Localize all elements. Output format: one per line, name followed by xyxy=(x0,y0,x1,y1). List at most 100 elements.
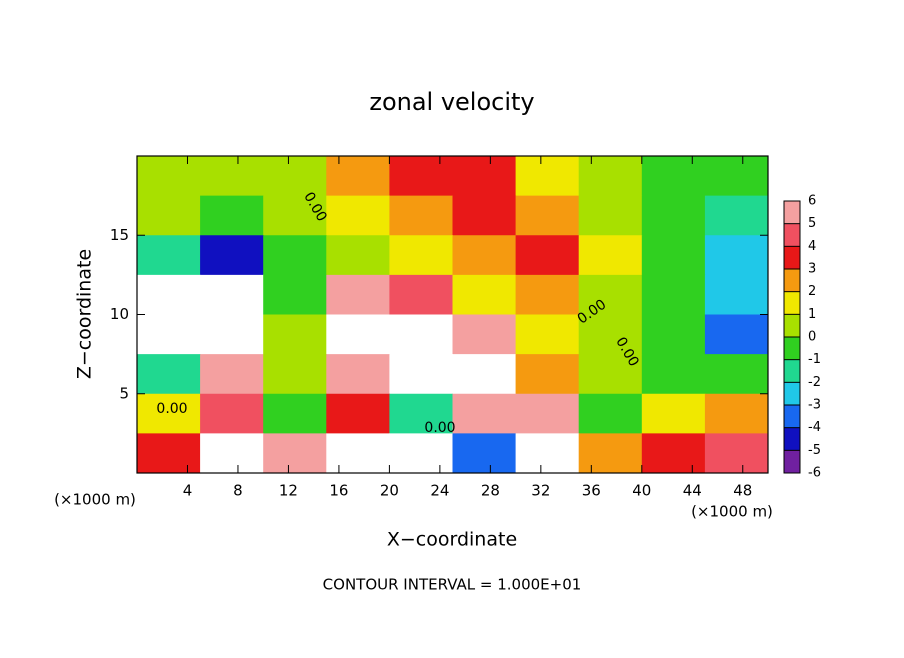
colorbar-tick-label: 1 xyxy=(808,307,816,322)
heat-cell xyxy=(200,195,264,236)
colorbar-swatch xyxy=(784,246,800,270)
heat-cell xyxy=(326,274,390,315)
heat-cell xyxy=(641,393,706,434)
heat-cell xyxy=(578,393,643,434)
contour-label: 0.00 xyxy=(156,401,187,417)
x-unit: (×1000 m) xyxy=(691,503,773,521)
heat-cell xyxy=(578,156,643,197)
heat-cell xyxy=(452,156,517,197)
colorbar-swatch xyxy=(784,427,800,451)
heat-cell xyxy=(704,235,769,276)
x-tick-label: 44 xyxy=(683,482,702,500)
heat-cell xyxy=(326,433,390,474)
heat-cell xyxy=(641,156,706,197)
heat-cell xyxy=(389,235,453,276)
heat-cell xyxy=(389,314,453,355)
heat-cell xyxy=(515,314,580,355)
colorbar-swatch xyxy=(784,314,800,338)
heat-cell xyxy=(452,354,517,395)
heat-cell xyxy=(704,393,769,434)
colorbar-swatch xyxy=(784,337,800,360)
x-tick-label: 48 xyxy=(733,482,752,500)
heat-cell xyxy=(137,235,201,276)
heat-cell xyxy=(515,195,580,236)
heat-cell xyxy=(515,354,580,395)
colorbar-tick-label: 3 xyxy=(808,262,816,277)
heat-cell xyxy=(641,433,706,474)
y-unit: (×1000 m) xyxy=(54,491,136,509)
heat-cell xyxy=(263,235,327,276)
heat-cell xyxy=(263,354,327,395)
heat-cell xyxy=(515,235,580,276)
colorbar-swatch xyxy=(784,223,800,247)
heat-cell xyxy=(515,274,580,315)
x-tick-label: 4 xyxy=(183,482,193,500)
heat-cell xyxy=(452,235,517,276)
x-tick-label: 24 xyxy=(430,482,449,500)
heat-cell xyxy=(515,393,580,434)
heat-cell xyxy=(326,195,390,236)
y-tick-label: 10 xyxy=(110,305,129,323)
heat-cell xyxy=(200,274,264,315)
heat-cell xyxy=(263,393,327,434)
heat-cell xyxy=(263,314,327,355)
heat-cell xyxy=(704,433,769,474)
colorbar-swatch xyxy=(784,405,800,428)
heat-cell xyxy=(515,156,580,197)
colorbar-swatch xyxy=(784,382,800,406)
heat-cell xyxy=(452,274,517,315)
heat-cell xyxy=(200,354,264,395)
heat-cell xyxy=(263,433,327,474)
y-tick-label: 15 xyxy=(110,226,129,244)
heat-cell xyxy=(137,354,201,395)
heat-cell xyxy=(578,314,643,355)
heat-cell xyxy=(137,314,201,355)
heat-cell xyxy=(263,274,327,315)
y-axis-label: Z−coordinate xyxy=(74,249,96,379)
heat-cell xyxy=(137,393,201,434)
colorbar-tick-label: 5 xyxy=(808,216,816,231)
x-tick-label: 36 xyxy=(582,482,601,500)
x-tick-label: 32 xyxy=(531,482,550,500)
footnote: CONTOUR INTERVAL = 1.000E+01 xyxy=(323,576,582,594)
heat-cell xyxy=(263,156,327,197)
heat-cell xyxy=(452,393,517,434)
heat-cell xyxy=(641,354,706,395)
heat-cell xyxy=(641,235,706,276)
heat-cell xyxy=(452,433,517,474)
colorbar-tick-label: 2 xyxy=(808,284,816,299)
heat-cell xyxy=(326,235,390,276)
x-tick-label: 28 xyxy=(481,482,500,500)
colorbar-swatch xyxy=(784,269,800,292)
heat-cell xyxy=(578,354,643,395)
heat-cell xyxy=(389,393,453,434)
heat-cell xyxy=(704,354,769,395)
colorbar-tick-label: -5 xyxy=(808,443,821,458)
heat-cell xyxy=(326,393,390,434)
heat-cell xyxy=(389,433,453,474)
colorbar-tick-label: -6 xyxy=(808,466,821,481)
colorbar-tick-label: -3 xyxy=(808,398,821,413)
heat-cell xyxy=(641,274,706,315)
heat-cell xyxy=(137,433,201,474)
heat-cell xyxy=(200,433,264,474)
colorbar-tick-label: 0 xyxy=(808,330,816,345)
colorbar-tick-label: -2 xyxy=(808,375,821,390)
colorbar-swatch xyxy=(784,450,800,474)
heat-cell xyxy=(452,314,517,355)
heat-cell xyxy=(137,156,201,197)
colorbar-tick-label: 4 xyxy=(808,239,816,254)
x-tick-label: 40 xyxy=(632,482,651,500)
heat-cell xyxy=(137,195,201,236)
heat-cell xyxy=(389,195,453,236)
heat-cell xyxy=(200,393,264,434)
heat-cell xyxy=(137,274,201,315)
x-tick-label: 20 xyxy=(380,482,399,500)
contour-label: 0.00 xyxy=(424,420,455,436)
colorbar-swatch xyxy=(784,359,800,383)
heat-cell xyxy=(578,235,643,276)
heat-cell xyxy=(200,314,264,355)
heat-cell xyxy=(389,274,453,315)
heat-cell xyxy=(389,156,453,197)
